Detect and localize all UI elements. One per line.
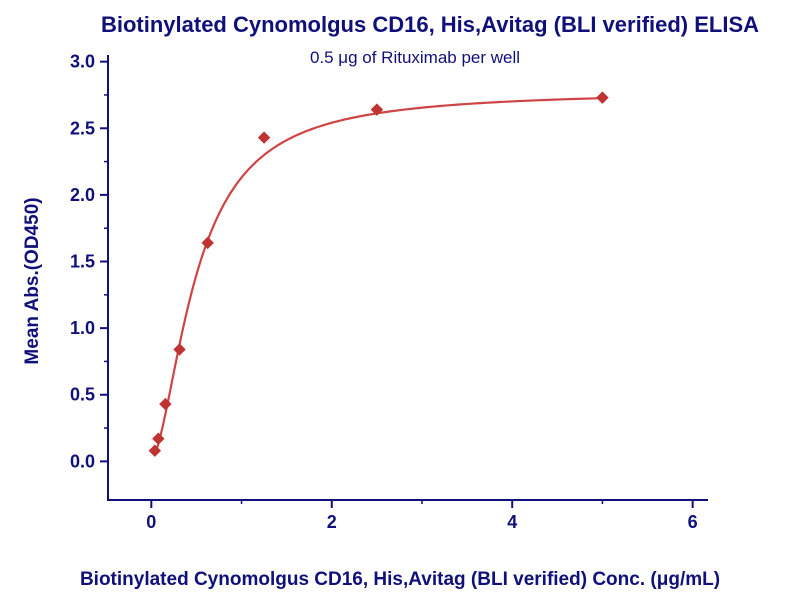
x-tick-label: 6 — [688, 512, 698, 532]
chart-title: Biotinylated Cynomolgus CD16, His,Avitag… — [101, 12, 759, 37]
y-tick-label: 1.0 — [70, 318, 95, 338]
fit-curve — [153, 97, 604, 456]
x-tick-label: 2 — [327, 512, 337, 532]
data-point — [370, 103, 384, 116]
data-point — [201, 236, 214, 250]
data-point — [159, 397, 172, 411]
y-tick-label: 2.5 — [70, 118, 95, 138]
y-tick-label: 0.5 — [70, 385, 95, 405]
y-tick-label: 1.5 — [70, 252, 95, 272]
data-point — [173, 343, 186, 356]
x-axis-label: Biotinylated Cynomolgus CD16, His,Avitag… — [80, 569, 720, 590]
data-point — [257, 131, 271, 144]
data-point — [152, 432, 165, 445]
axis-lines — [107, 55, 708, 501]
y-tick-label: 0.0 — [70, 451, 95, 471]
chart-subtitle: 0.5 μg of Rituximab per well — [310, 48, 520, 67]
y-tick-label: 2.0 — [70, 185, 95, 205]
y-axis-label: Mean Abs.(OD450) — [22, 197, 43, 364]
x-tick-label: 4 — [507, 512, 517, 532]
plot-area: 0 2 4 6 0.0 0.5 1.0 1.5 2.0 2.5 3.0 — [70, 52, 708, 532]
x-tick-label: 0 — [146, 512, 156, 532]
data-point — [148, 444, 162, 457]
y-tick-label: 3.0 — [70, 52, 95, 72]
data-point — [596, 91, 609, 104]
